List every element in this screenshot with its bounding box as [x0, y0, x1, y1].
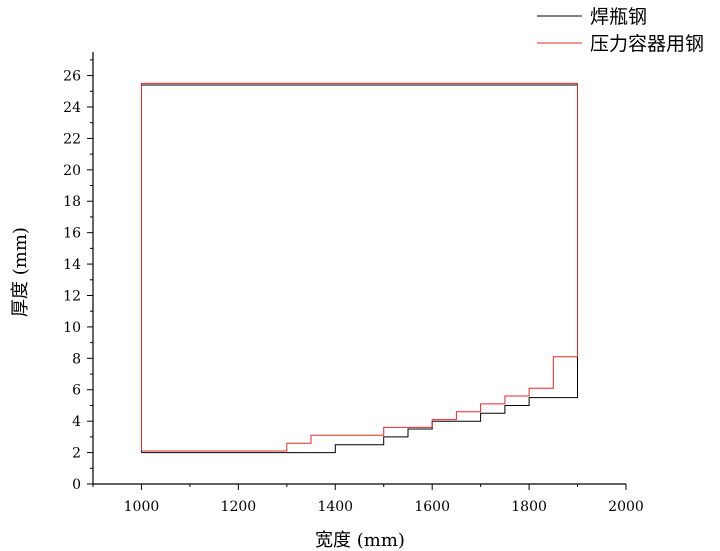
- y-tick-label: 20: [63, 163, 81, 179]
- plot-area: [141, 82, 578, 454]
- axes: 1000 1200 1400 1600 1800 20000246810121416182…: [63, 52, 644, 515]
- x-tick-label: 1200: [221, 499, 257, 515]
- x-tick-label: 1000: [124, 499, 160, 515]
- y-tick-label: 0: [72, 477, 81, 493]
- y-tick-label: 16: [63, 226, 81, 242]
- y-tick-label: 10: [63, 320, 81, 336]
- legend-label-2: 压力容器用钢: [590, 33, 704, 55]
- series-line-2: [141, 82, 578, 452]
- y-tick-label: 12: [63, 288, 81, 304]
- y-tick-label: 14: [63, 257, 81, 273]
- y-tick-label: 26: [63, 69, 81, 85]
- x-tick-label: 1400: [317, 499, 353, 515]
- x-tick-label: 2000: [608, 499, 644, 515]
- series-line-1: [141, 84, 578, 454]
- x-tick-label: 1800: [511, 499, 547, 515]
- y-tick-label: 4: [72, 414, 81, 430]
- legend-label-1: 焊瓶钢: [590, 6, 647, 28]
- y-axis-title: 厚度 (mm): [10, 227, 31, 317]
- x-tick-label: 1600: [414, 499, 450, 515]
- y-tick-label: 24: [63, 100, 81, 116]
- y-tick-label: 6: [72, 383, 81, 399]
- x-axis-title: 宽度 (mm): [315, 530, 405, 551]
- y-tick-label: 18: [63, 194, 81, 210]
- y-tick-label: 22: [63, 131, 81, 147]
- y-tick-label: 8: [72, 351, 81, 367]
- y-tick-label: 2: [72, 446, 81, 462]
